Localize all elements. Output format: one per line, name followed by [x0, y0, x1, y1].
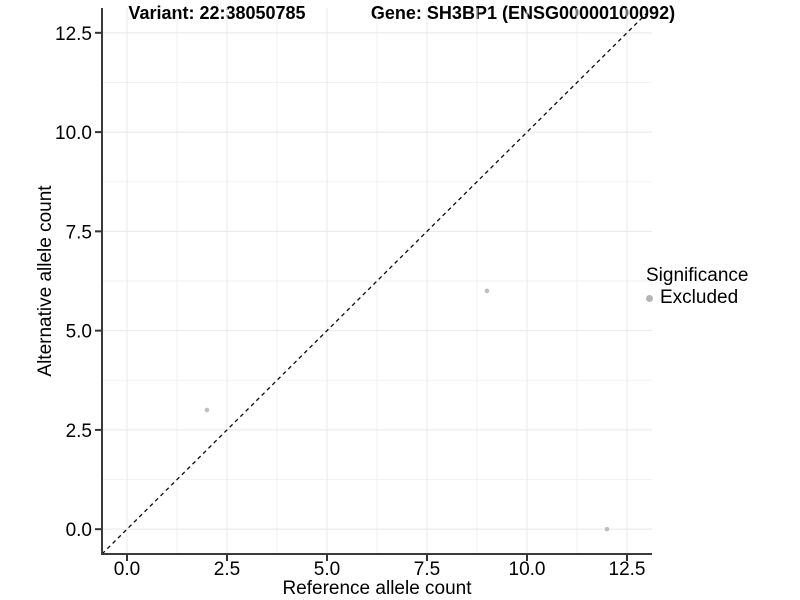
x-tick-label: 10.0 — [509, 559, 546, 580]
data-point — [604, 526, 610, 532]
x-tick-label: 0.0 — [114, 559, 140, 580]
legend-item-label: Excluded — [660, 287, 739, 308]
data-point — [204, 407, 210, 413]
data-point — [484, 288, 490, 294]
identity-line — [101, 7, 653, 555]
y-tick-label: 12.5 — [55, 24, 92, 45]
y-tick-label: 7.5 — [66, 222, 92, 243]
y-tick-label: 2.5 — [66, 421, 92, 442]
plot-title-variant: Variant: 22:38050785 — [128, 3, 306, 23]
x-tick-label: 2.5 — [214, 559, 240, 580]
x-axis-title: Reference allele count — [282, 578, 472, 599]
legend-item-excluded: Excluded — [646, 288, 748, 308]
y-tick-label: 5.0 — [66, 322, 92, 343]
x-tick-label: 5.0 — [314, 559, 340, 580]
y-axis-title: Alternative allele count — [35, 185, 56, 377]
y-tick-label: 0.0 — [66, 520, 92, 541]
y-tick-label: 10.0 — [55, 123, 92, 144]
legend-point-icon — [646, 294, 653, 302]
x-tick-label: 7.5 — [414, 559, 440, 580]
x-tick-label: 12.5 — [609, 559, 646, 580]
plot-title-gene: Gene: SH3BP1 (ENSG00000100092) — [370, 3, 676, 23]
legend-title: Significance — [646, 265, 749, 286]
legend: Significance Excluded — [646, 266, 748, 308]
